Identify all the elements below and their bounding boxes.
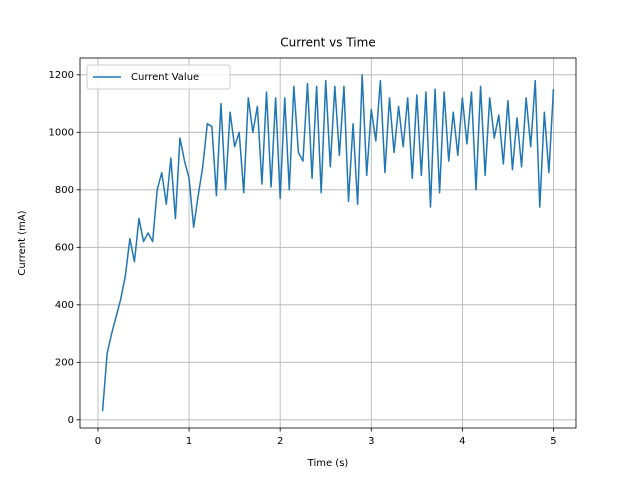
legend-label: Current Value [131,72,199,83]
legend-box [86,64,231,90]
y-tick-label: 800 [55,185,74,196]
x-tick-label: 0 [95,436,101,447]
y-tick-label: 1200 [49,70,74,81]
x-tick-label: 2 [277,436,283,447]
x-tick-label: 5 [550,436,556,447]
line [101,74,555,412]
x-tick-label: 1 [186,436,192,447]
x-tick-label: 4 [459,436,465,447]
plot-frame [79,57,577,429]
chart-title: Current vs Time [280,36,375,50]
y-tick-label: 1000 [49,127,74,138]
y-tick-label: 0 [68,415,74,426]
x-tick-label: 3 [368,436,374,447]
y-tick-label: 400 [55,300,74,311]
x-axis-label: Time (s) [307,458,349,469]
y-tick-label: 200 [55,357,74,368]
y-axis-label: Current (mA) [17,210,28,275]
y-tick-label: 600 [55,242,74,253]
